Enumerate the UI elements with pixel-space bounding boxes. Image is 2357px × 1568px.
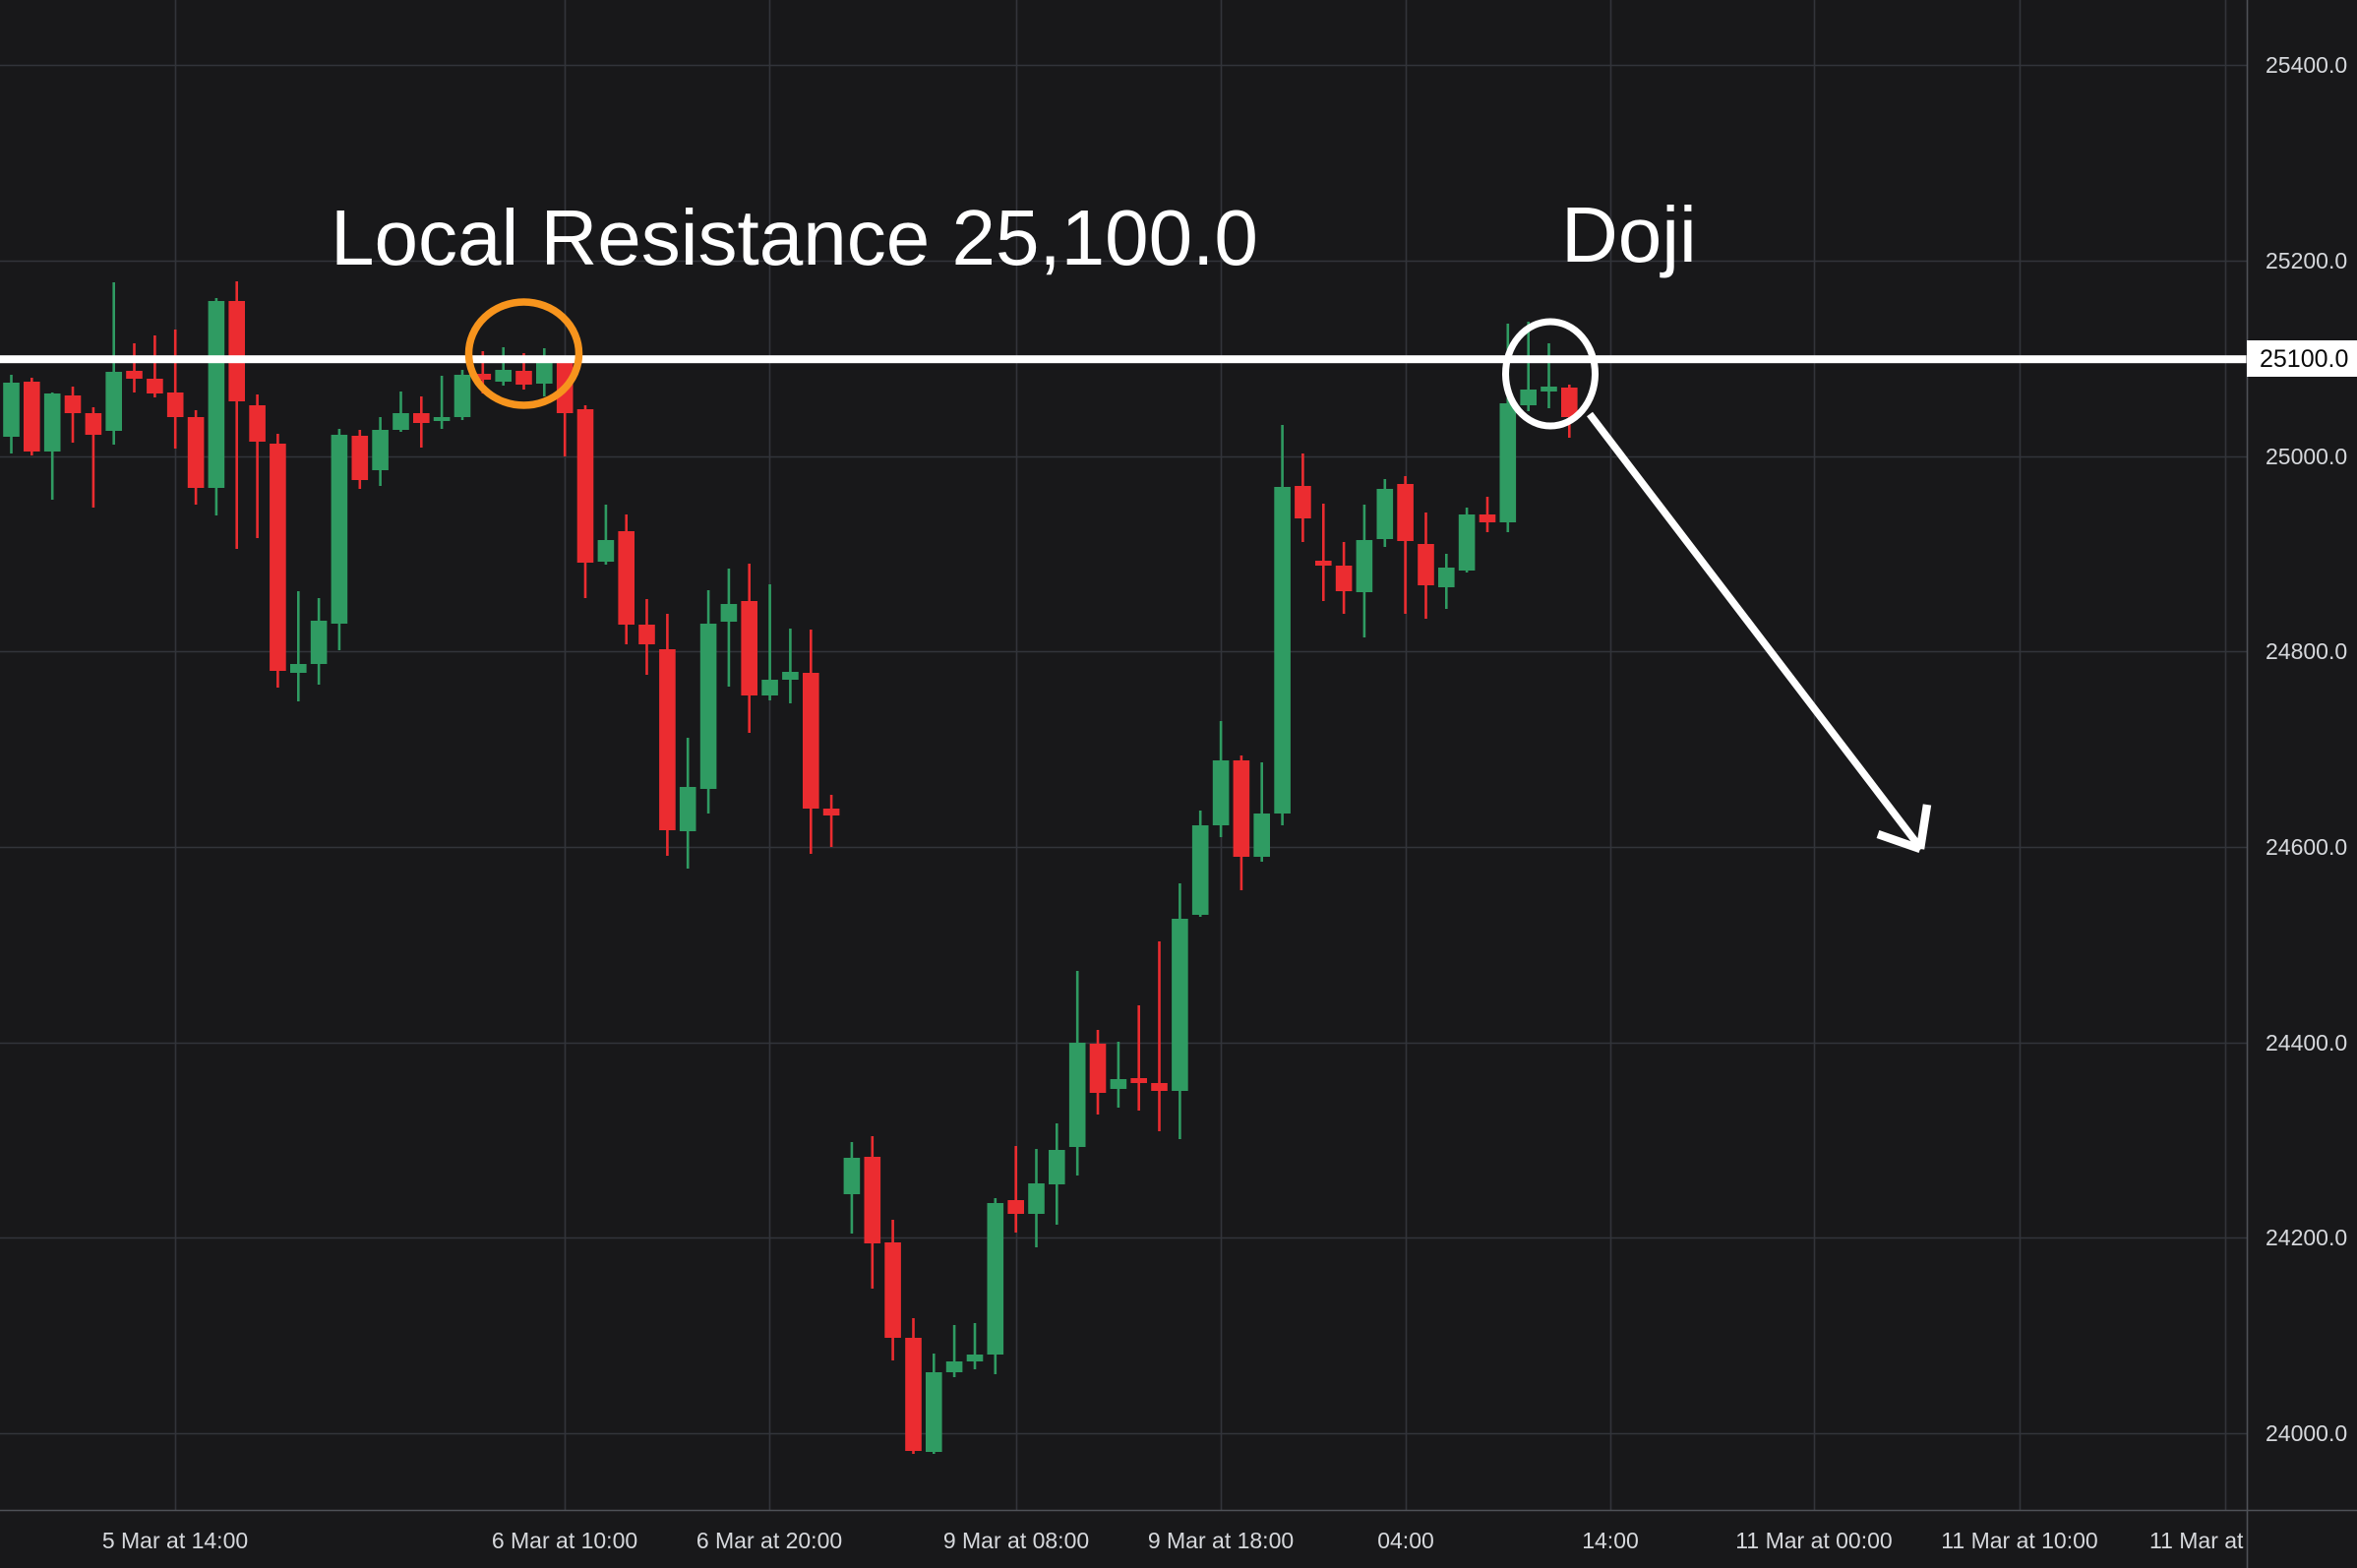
svg-text:Doji: Doji: [1561, 191, 1697, 278]
svg-text:5 Mar at 14:00: 5 Mar at 14:00: [102, 1528, 248, 1553]
svg-text:9 Mar at 08:00: 9 Mar at 08:00: [943, 1528, 1089, 1553]
svg-text:Local Resistance 25,100.0: Local Resistance 25,100.0: [331, 194, 1258, 281]
svg-text:6 Mar at 20:00: 6 Mar at 20:00: [696, 1528, 842, 1553]
svg-text:9 Mar at 18:00: 9 Mar at 18:00: [1148, 1528, 1294, 1553]
svg-text:25400.0: 25400.0: [2266, 52, 2347, 78]
svg-text:24200.0: 24200.0: [2266, 1225, 2347, 1250]
svg-text:11 Mar at 10:00: 11 Mar at 10:00: [1941, 1528, 2097, 1553]
svg-text:25000.0: 25000.0: [2266, 444, 2347, 469]
svg-text:25200.0: 25200.0: [2266, 248, 2347, 273]
svg-text:24600.0: 24600.0: [2266, 834, 2347, 860]
svg-text:04:00: 04:00: [1377, 1528, 1434, 1553]
svg-text:6 Mar at 10:00: 6 Mar at 10:00: [492, 1528, 637, 1553]
svg-text:14:00: 14:00: [1582, 1528, 1639, 1553]
svg-text:11 Mar at: 11 Mar at: [2149, 1528, 2244, 1553]
svg-text:24400.0: 24400.0: [2266, 1030, 2347, 1055]
svg-text:24000.0: 24000.0: [2266, 1420, 2347, 1446]
svg-text:11 Mar at 00:00: 11 Mar at 00:00: [1735, 1528, 1892, 1553]
svg-text:24800.0: 24800.0: [2266, 638, 2347, 664]
svg-text:25100.0: 25100.0: [2260, 345, 2348, 373]
